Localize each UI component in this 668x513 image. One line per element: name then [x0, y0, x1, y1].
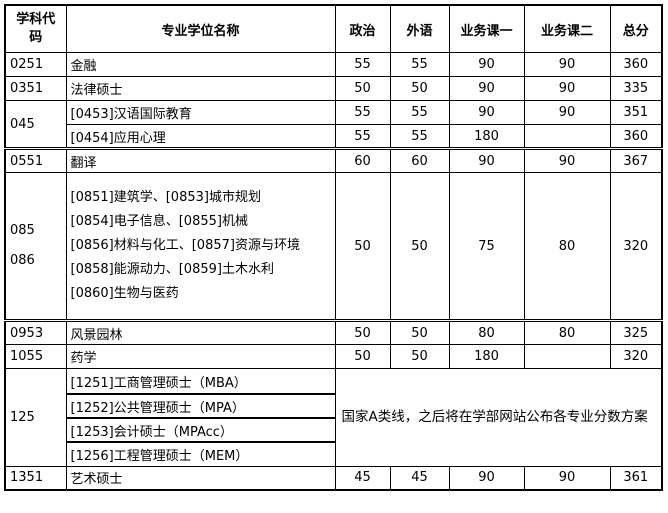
- course1: 90: [448, 52, 525, 77]
- table-row: 085 086 [0851]建筑学、[0853]城市规划 [0854]电子信息、…: [4, 172, 663, 321]
- course1: 80: [448, 319, 525, 345]
- table-row: 0551 翻译 60 60 90 90 367: [4, 147, 663, 173]
- language: 50: [389, 319, 450, 345]
- politics: 50: [334, 319, 391, 345]
- table-row: 0351 法律硕士 50 50 90 90 335: [4, 76, 663, 101]
- course2: 80: [523, 172, 611, 321]
- table-row: 1351 艺术硕士 45 45 90 90 361: [4, 465, 663, 491]
- politics: 55: [334, 124, 391, 149]
- language: 55: [389, 52, 450, 77]
- table-row: 125 [1251]工商管理硕士（MBA） 国家A类线，之后将在学部网站公布各专…: [4, 368, 663, 467]
- table-row: 1055 药学 50 50 180 320: [4, 344, 663, 369]
- table-row: 045 [0453]汉语国际教育 55 55 90 90 351: [4, 100, 663, 149]
- header-code: 学科代码: [4, 4, 67, 53]
- course2: 90: [523, 465, 611, 491]
- course1: 90: [448, 465, 525, 491]
- header-politics: 政治: [334, 4, 391, 53]
- politics: 50: [334, 76, 391, 101]
- course2: [523, 344, 611, 369]
- politics: 45: [334, 465, 391, 491]
- header-language: 外语: [389, 4, 450, 53]
- header-course1: 业务课一: [448, 4, 525, 53]
- language: 55: [389, 100, 450, 125]
- note: 国家A类线，之后将在学部网站公布各专业分数方案: [334, 368, 663, 467]
- major-name: [1253]会计硕士（MPAcc）: [65, 417, 336, 443]
- total: 361: [609, 465, 663, 491]
- language: 50: [389, 76, 450, 101]
- table-row: [1253]会计硕士（MPAcc）: [5, 417, 662, 443]
- code-086: 086: [10, 253, 35, 268]
- major-name: [0851]建筑学、[0853]城市规划: [70, 190, 261, 205]
- total: 320: [609, 172, 663, 321]
- major-name: [0854]电子信息、[0855]机械: [70, 214, 248, 229]
- code: 1055: [4, 344, 67, 369]
- language: 50: [389, 344, 450, 369]
- major-name: [1256]工程管理硕士（MEM）: [65, 441, 336, 467]
- code: 0551: [4, 147, 67, 173]
- course2: 90: [523, 52, 611, 77]
- course1: 180: [448, 124, 525, 149]
- course1: 75: [448, 172, 525, 321]
- major-name: 法律硕士: [65, 76, 336, 101]
- language: 50: [389, 172, 450, 321]
- politics: 60: [334, 147, 391, 173]
- code: 0251: [4, 52, 67, 77]
- course2: 90: [523, 147, 611, 173]
- course2: [523, 124, 611, 149]
- score-table: 学科代码 专业学位名称 政治 外语 业务课一 业务课二 总分 0251 金融 5…: [4, 4, 663, 491]
- major-name: [0856]材料与化工、[0857]资源与环境: [70, 238, 300, 253]
- total: 320: [609, 344, 663, 369]
- total: 367: [609, 147, 663, 173]
- major-name: 风景园林: [65, 319, 336, 345]
- total: 325: [609, 319, 663, 345]
- politics: 55: [334, 100, 391, 125]
- code: 0351: [4, 76, 67, 101]
- table-row: [0454]应用心理 55 55 180 360: [5, 124, 663, 149]
- major-name: 药学: [65, 344, 336, 369]
- politics: 50: [334, 344, 391, 369]
- language: 60: [389, 147, 450, 173]
- header-row: 学科代码 专业学位名称 政治 外语 业务课一 业务课二 总分: [4, 4, 663, 53]
- major-name: [0454]应用心理: [65, 124, 336, 149]
- course1: 90: [448, 147, 525, 173]
- code: 125: [4, 368, 67, 467]
- code: 0953: [4, 319, 67, 345]
- major-name: [0860]生物与医药: [70, 286, 179, 301]
- code: 1351: [4, 465, 67, 491]
- header-total: 总分: [609, 4, 663, 53]
- major-names: [0851]建筑学、[0853]城市规划 [0854]电子信息、[0855]机械…: [65, 172, 336, 321]
- total: 351: [609, 100, 663, 125]
- table-row: [1252]公共管理硕士（MPA）: [5, 393, 662, 419]
- header-course2: 业务课二: [523, 4, 611, 53]
- total: 360: [609, 124, 663, 149]
- course2: 90: [523, 100, 611, 125]
- code-085: 085: [10, 223, 35, 238]
- major-name: 艺术硕士: [65, 465, 336, 491]
- major-name: [1252]公共管理硕士（MPA）: [65, 393, 336, 419]
- course1: 180: [448, 344, 525, 369]
- politics: 55: [334, 52, 391, 77]
- major-name: 翻译: [65, 147, 336, 173]
- course1: 90: [448, 100, 525, 125]
- course2: 90: [523, 76, 611, 101]
- major-name: [1251]工商管理硕士（MBA）: [65, 368, 336, 395]
- language: 45: [389, 465, 450, 491]
- course1: 90: [448, 76, 525, 101]
- major-name: [0858]能源动力、[0859]土木水利: [70, 262, 274, 277]
- language: 55: [389, 124, 450, 149]
- header-name: 专业学位名称: [65, 4, 336, 53]
- table-row: 0953 风景园林 50 50 80 80 325: [4, 319, 663, 345]
- code: 045: [4, 100, 67, 149]
- table-row: 0251 金融 55 55 90 90 360: [4, 52, 663, 77]
- total: 335: [609, 76, 663, 101]
- total: 360: [609, 52, 663, 77]
- politics: 50: [334, 172, 391, 321]
- major-name: [0453]汉语国际教育: [65, 100, 336, 125]
- code: 085 086: [4, 172, 67, 321]
- course2: 80: [523, 319, 611, 345]
- major-name: 金融: [65, 52, 336, 77]
